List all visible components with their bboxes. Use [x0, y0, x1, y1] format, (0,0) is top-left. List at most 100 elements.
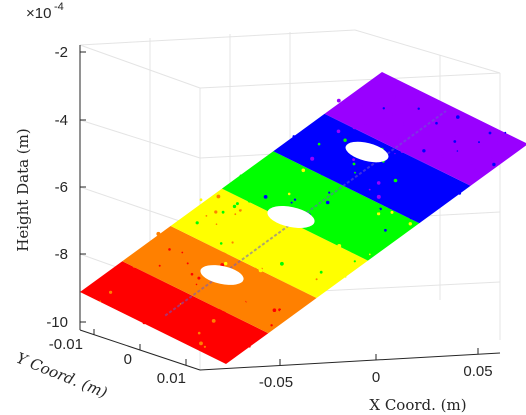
data-point: [226, 197, 231, 202]
data-point: [374, 229, 376, 232]
data-point: [269, 169, 273, 173]
data-point: [378, 98, 382, 102]
data-point: [276, 249, 279, 253]
data-point: [234, 213, 237, 216]
hole: [200, 265, 244, 285]
data-point: [329, 196, 332, 199]
data-point: [272, 265, 276, 269]
data-point: [363, 122, 367, 125]
data-point: [392, 95, 396, 99]
data-point: [392, 113, 396, 116]
data-point: [344, 276, 347, 278]
data-point: [187, 254, 190, 257]
data-point: [186, 262, 189, 265]
data-point: [184, 243, 187, 245]
data-point: [256, 194, 261, 199]
data-point: [440, 162, 444, 166]
data-point: [476, 150, 479, 154]
data-point: [390, 188, 393, 191]
data-point: [244, 228, 248, 232]
data-point: [231, 241, 234, 244]
data-point: [314, 239, 317, 243]
data-point: [375, 100, 379, 105]
data-point: [261, 171, 266, 175]
data-point: [422, 149, 426, 153]
data-point: [354, 171, 356, 174]
data-point: [179, 303, 182, 305]
x-tick-label: -0.05: [259, 374, 293, 391]
data-point: [299, 165, 302, 168]
data-point: [298, 132, 303, 136]
data-point: [388, 134, 391, 137]
data-point: [496, 141, 499, 145]
data-point: [225, 350, 228, 354]
data-point: [224, 288, 226, 291]
data-point: [214, 210, 218, 214]
data-point: [328, 262, 331, 265]
data-point: [158, 264, 161, 267]
data-point: [197, 276, 201, 280]
hole: [345, 141, 389, 163]
data-point: [382, 118, 384, 121]
data-point: [115, 279, 118, 282]
data-point: [431, 202, 434, 205]
data-point: [313, 214, 316, 216]
data-point: [309, 145, 313, 148]
data-point: [190, 272, 194, 276]
data-point: [456, 115, 460, 119]
data-point: [365, 173, 369, 177]
data-point: [99, 284, 102, 287]
data-point: [304, 152, 309, 157]
data-point: [435, 121, 438, 125]
data-point: [272, 308, 277, 313]
data-point: [223, 315, 227, 319]
data-point: [283, 296, 285, 299]
data-point: [460, 148, 463, 151]
data-point: [438, 179, 441, 182]
data-point: [124, 293, 129, 298]
data-point: [474, 176, 477, 179]
data-point: [199, 198, 203, 202]
data-point: [469, 161, 473, 165]
x-tick-label: 0.05: [463, 363, 492, 380]
data-point: [142, 321, 146, 325]
data-point: [349, 237, 353, 241]
data-point: [405, 159, 409, 163]
data-point: [219, 316, 223, 320]
data-point: [453, 140, 457, 143]
data-point: [273, 321, 277, 325]
data-point: [199, 341, 203, 346]
data-point: [124, 288, 127, 291]
data-point: [182, 319, 186, 322]
data-point: [197, 331, 201, 335]
data-point: [131, 295, 135, 299]
data-point: [207, 319, 211, 324]
data-point: [195, 317, 199, 322]
z-tick-label: -8: [55, 246, 68, 263]
data-point: [473, 168, 478, 173]
data-point: [219, 340, 223, 344]
data-point: [460, 183, 465, 188]
data-point: [193, 227, 197, 231]
data-point: [298, 233, 303, 237]
data-point: [488, 133, 492, 137]
y-axis: -0.01 0 0.01 Y Coord. (m): [14, 336, 186, 402]
data-point: [189, 343, 193, 347]
data-point: [224, 261, 228, 266]
data-point: [203, 345, 206, 348]
data-point: [220, 254, 224, 257]
data-point: [167, 236, 170, 239]
data-point: [221, 291, 226, 296]
hole: [267, 206, 315, 228]
data-point: [454, 110, 459, 115]
data-point: [440, 199, 443, 201]
data-point: [456, 150, 459, 152]
data-point: [232, 204, 237, 209]
data-point: [207, 324, 211, 328]
data-point: [247, 198, 252, 203]
data-point: [441, 154, 445, 158]
data-point: [353, 250, 357, 254]
data-point: [401, 121, 404, 124]
data-point: [401, 158, 405, 161]
